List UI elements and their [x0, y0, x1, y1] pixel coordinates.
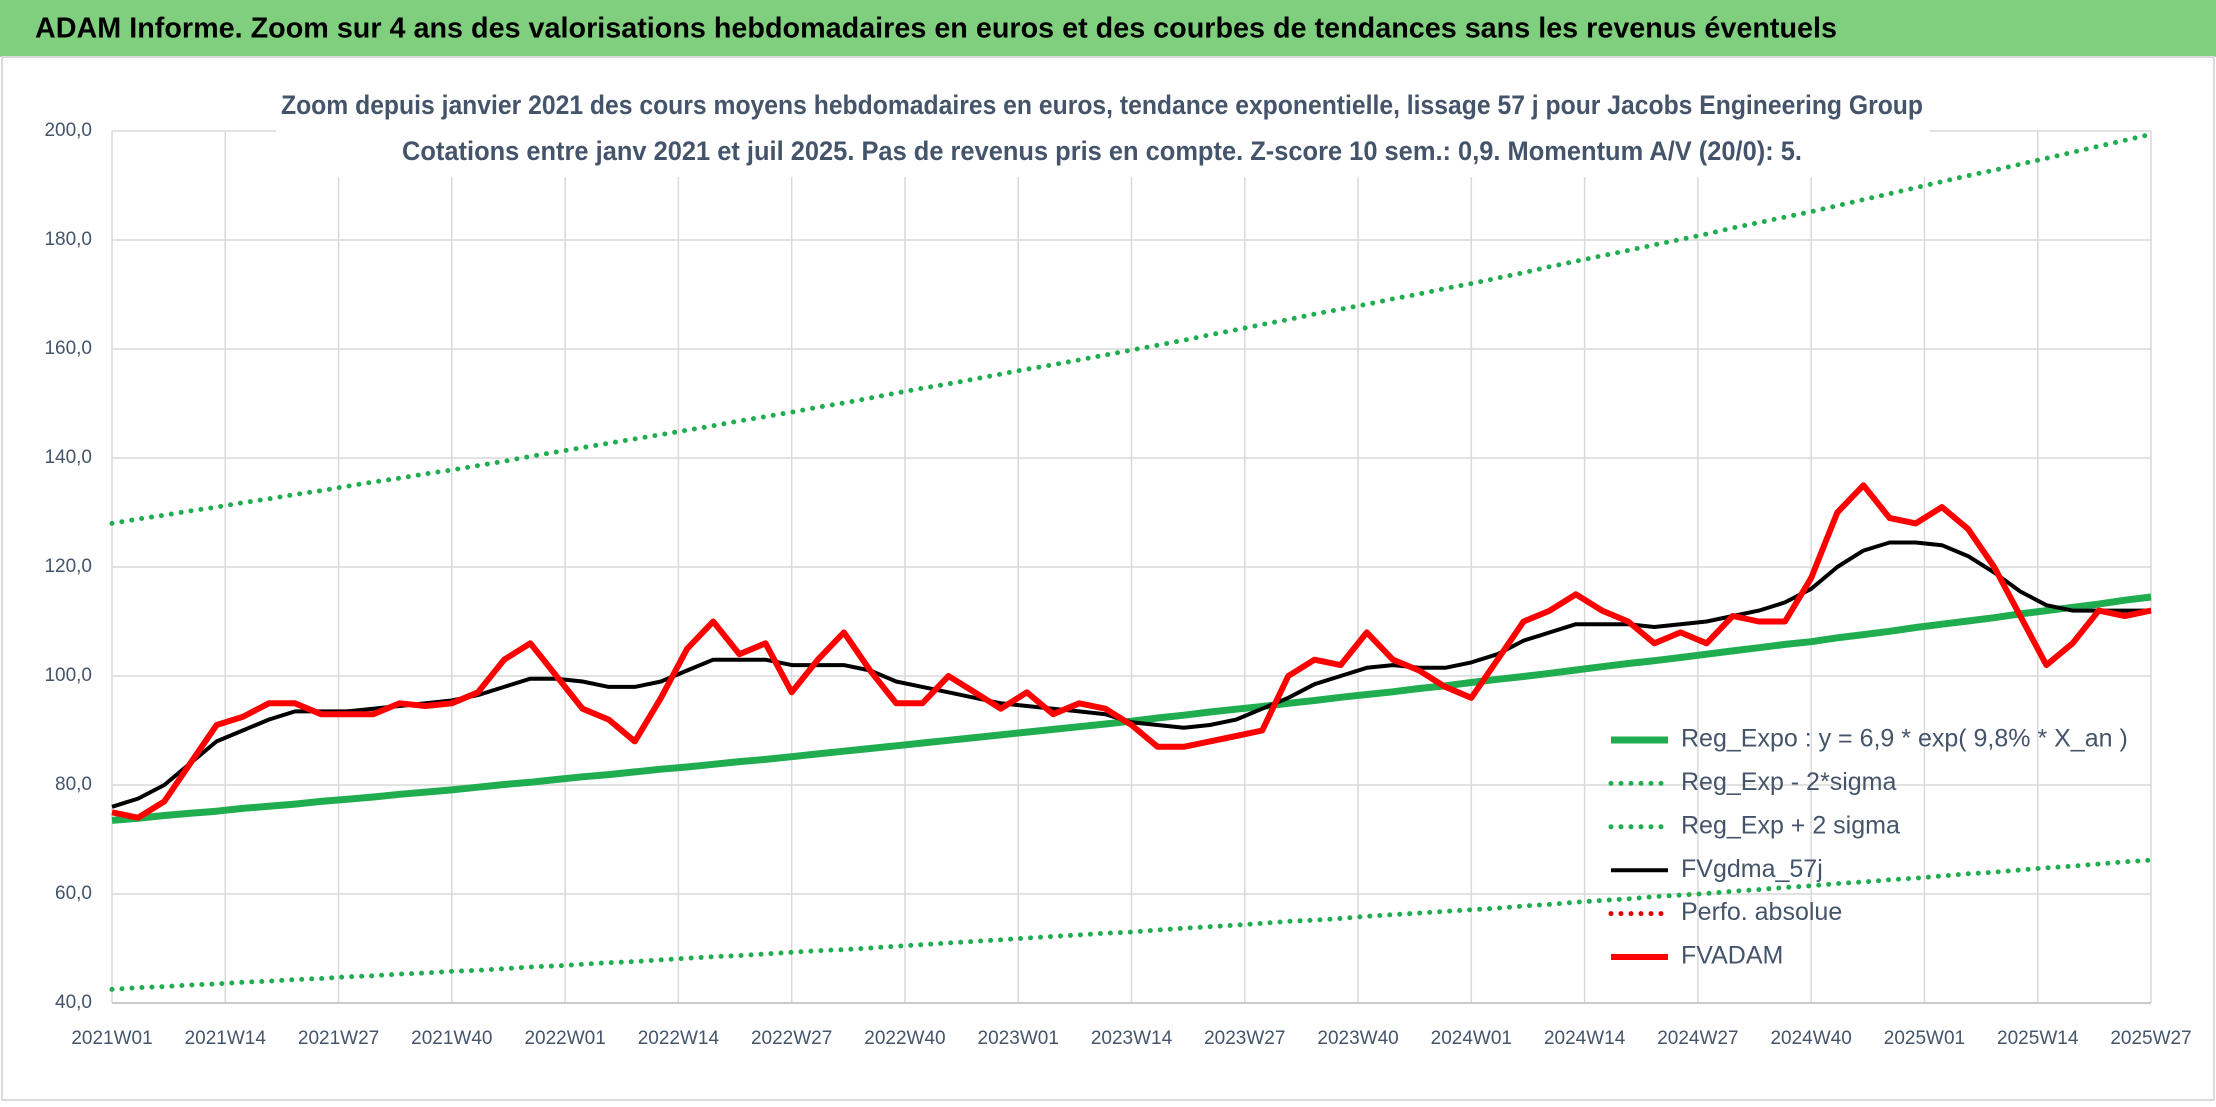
legend-label: Reg_Exp + 2 sigma [1681, 811, 1900, 839]
x-tick-label: 2025W01 [1884, 1028, 1965, 1049]
x-tick-label: 2021W14 [185, 1028, 267, 1049]
legend-label: Perfo. absolue [1681, 898, 1842, 926]
chart-frame [1, 56, 2215, 1101]
header-bar [0, 0, 2216, 57]
legend-label: Reg_Exp - 2*sigma [1681, 768, 1896, 796]
x-tick-label: 2022W40 [864, 1028, 945, 1049]
series-line [109, 131, 2154, 526]
x-tick-label: 2022W14 [638, 1028, 720, 1049]
header-title: ADAM Informe. Zoom sur 4 ans des valoris… [35, 13, 1837, 45]
x-tick-label: 2024W01 [1431, 1028, 1512, 1049]
x-tick-label: 2021W40 [411, 1028, 492, 1049]
series-line [109, 857, 2154, 992]
chart-title: Zoom depuis janvier 2021 des cours moyen… [281, 90, 1923, 120]
legend-label: FVADAM [1681, 942, 1783, 970]
y-tick-label: 180,0 [44, 229, 92, 250]
plot-area: 40,0 60,0 80,0 100,0 120,0 140,0 160,0 180,0 200… [44, 120, 2191, 1049]
series-line [111, 482, 2152, 821]
x-tick-label: 2021W01 [71, 1028, 152, 1049]
legend: Reg_Expo : y = 6,9 * exp( 9,8% * X_an ) R… [1608, 725, 2128, 970]
y-tick-label: 140,0 [44, 447, 92, 468]
x-tick-label: 2023W40 [1317, 1028, 1398, 1049]
y-tick-label: 160,0 [44, 338, 92, 359]
x-tick-label: 2024W14 [1544, 1028, 1626, 1049]
y-tick-label: 80,0 [55, 774, 92, 795]
y-tick-label: 120,0 [44, 556, 92, 577]
legend-label: Reg_Expo : y = 6,9 * exp( 9,8% * X_an ) [1681, 725, 2128, 753]
y-tick-label: 100,0 [44, 665, 92, 686]
x-tick-label: 2025W14 [1997, 1028, 2079, 1049]
y-tick-label: 200,0 [44, 120, 92, 141]
chart-subtitle: Cotations entre janv 2021 et juil 2025. … [402, 136, 1802, 166]
title-background [276, 85, 1930, 177]
x-tick-label: 2023W14 [1091, 1028, 1173, 1049]
x-tick-label: 2024W27 [1657, 1028, 1738, 1049]
y-tick-label: 60,0 [55, 883, 92, 904]
x-tick-label: 2024W40 [1770, 1028, 1851, 1049]
x-tick-label: 2023W27 [1204, 1028, 1285, 1049]
x-tick-label: 2022W01 [524, 1028, 605, 1049]
x-tick-label: 2022W27 [751, 1028, 832, 1049]
legend-label: FVgdma_57j [1681, 855, 1823, 883]
x-tick-label: 2021W27 [298, 1028, 379, 1049]
x-tick-label: 2025W27 [2110, 1028, 2191, 1049]
y-tick-label: 40,0 [55, 992, 92, 1013]
x-tick-label: 2023W01 [978, 1028, 1059, 1049]
